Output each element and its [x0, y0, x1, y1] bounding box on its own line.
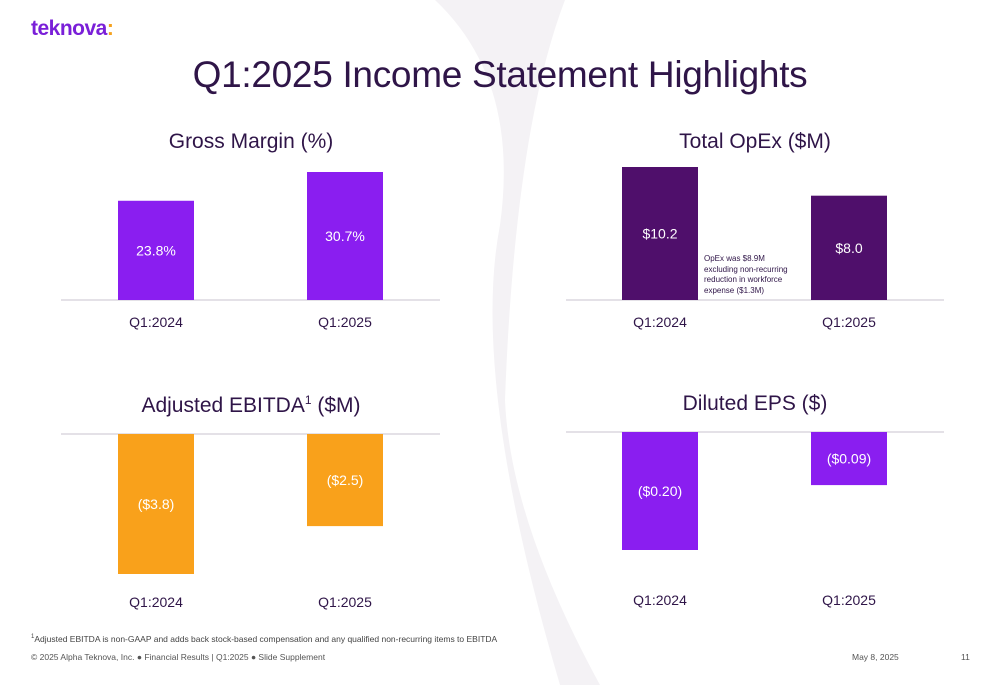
category-label: Q1:2024 — [129, 314, 183, 330]
footer-date: May 8, 2025 — [852, 652, 899, 662]
category-label: Q1:2024 — [633, 314, 687, 330]
data-label: 23.8% — [136, 242, 176, 258]
bar-q1-2025 — [811, 432, 887, 486]
category-label: Q1:2024 — [129, 594, 183, 610]
bar-q1-2024 — [622, 167, 698, 300]
data-label: ($0.20) — [638, 483, 682, 499]
bar-q1-2025 — [307, 172, 383, 300]
data-label: $10.2 — [642, 226, 677, 242]
chart-title-total-opex: Total OpEx ($M) — [679, 130, 831, 153]
category-label: Q1:2025 — [822, 592, 876, 608]
data-label: $8.0 — [835, 240, 862, 256]
bar-q1-2025 — [307, 434, 383, 527]
footer-text: © 2025 Alpha Teknova, Inc. ● Financial R… — [31, 652, 326, 662]
bar-q1-2024 — [622, 432, 698, 550]
page-title: Q1:2025 Income Statement Highlights — [192, 54, 808, 95]
data-label: ($2.5) — [327, 472, 364, 488]
footnote: 1Adjusted EBITDA is non-GAAP and adds ba… — [31, 634, 498, 644]
data-label: ($0.09) — [827, 451, 871, 467]
chart-title-adjusted-ebitda: Adjusted EBITDA1 ($M) — [141, 393, 361, 417]
bar-q1-2025 — [811, 195, 887, 300]
category-label: Q1:2025 — [318, 314, 372, 330]
opex-annotation: OpEx was $8.9M excluding non-recurring r… — [704, 254, 788, 295]
data-label: ($3.8) — [138, 496, 175, 512]
page-number: 11 — [961, 652, 970, 662]
data-label: 30.7% — [325, 228, 365, 244]
category-label: Q1:2025 — [318, 594, 372, 610]
bar-q1-2024 — [118, 200, 194, 300]
chart-title-diluted-eps: Diluted EPS ($) — [682, 392, 828, 415]
teknova-logo: teknova: — [31, 17, 114, 40]
category-label: Q1:2024 — [633, 592, 687, 608]
bar-q1-2024 — [118, 434, 194, 574]
chart-title-gross-margin: Gross Margin (%) — [168, 130, 334, 153]
category-label: Q1:2025 — [822, 314, 876, 330]
